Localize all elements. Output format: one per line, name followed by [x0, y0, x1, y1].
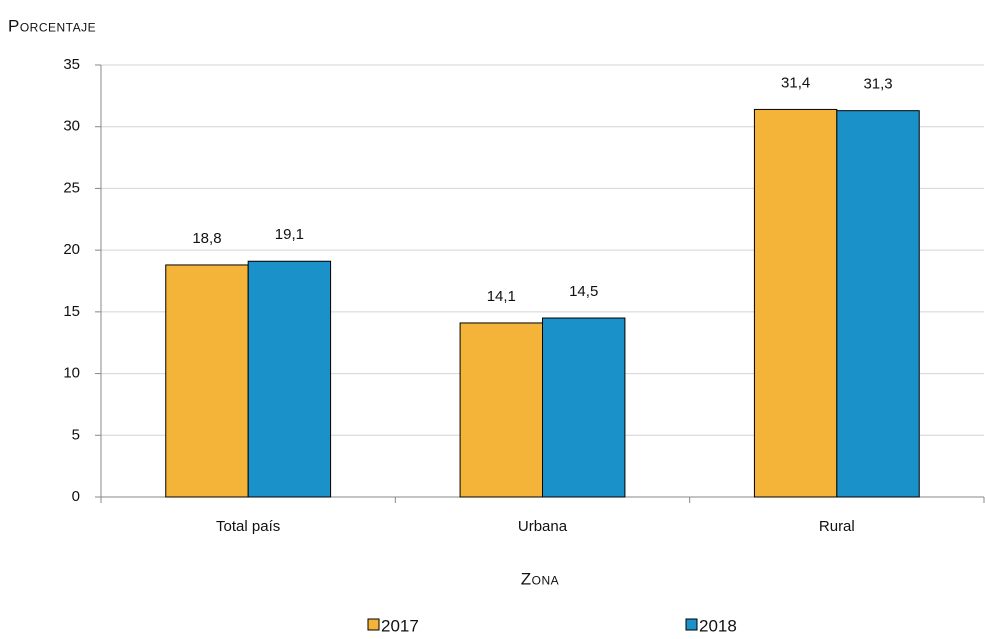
data-label: 14,1: [487, 288, 516, 305]
legend-swatch: [685, 618, 698, 631]
bar: [459, 322, 543, 498]
y-tick-label: 20: [63, 241, 80, 258]
bar: [753, 108, 838, 498]
data-label: 14,5: [569, 283, 598, 300]
y-tick-label: 30: [63, 118, 80, 135]
y-tick-label: 10: [63, 365, 80, 382]
bar: [165, 264, 249, 498]
y-tick-label: 5: [72, 426, 80, 443]
y-tick-label: 25: [63, 179, 80, 196]
legend-swatch: [367, 618, 380, 631]
data-label: 18,8: [192, 230, 221, 247]
x-tick-label: Total país: [216, 518, 280, 535]
y-tick-label: 0: [72, 488, 80, 505]
data-label: 31,3: [863, 76, 892, 93]
legend-label: 2018: [699, 616, 737, 635]
y-tick-label: 35: [63, 56, 80, 73]
x-tick-label: Urbana: [518, 518, 568, 535]
data-label: 19,1: [275, 226, 304, 243]
bar: [542, 317, 626, 498]
y-tick-label: 15: [63, 303, 80, 320]
bar: [836, 110, 920, 498]
data-label: 31,4: [781, 74, 810, 91]
bar: [247, 260, 332, 498]
legend-label: 2017: [381, 616, 419, 635]
x-tick-label: Rural: [819, 518, 855, 535]
y-axis-label: Porcentaje: [8, 16, 96, 35]
x-axis-label: Zona: [521, 569, 559, 588]
